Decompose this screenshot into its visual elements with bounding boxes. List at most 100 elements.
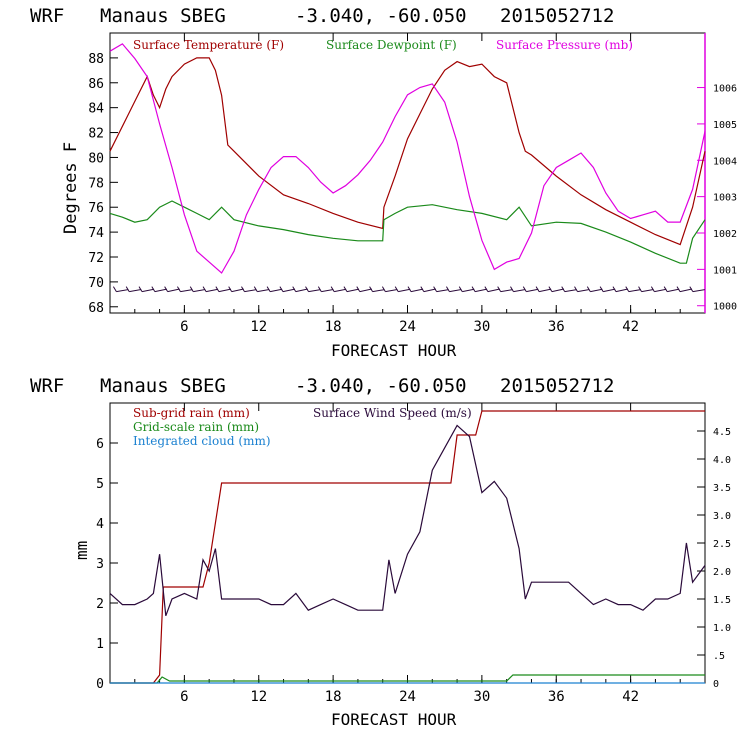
header-date: 2015052712	[500, 375, 614, 397]
wind-barb-shaft	[538, 288, 552, 293]
series-line-3	[109, 43, 706, 274]
wind-barb-shaft	[487, 288, 500, 293]
legend-cloud: Integrated cloud (mm)	[133, 434, 271, 448]
wind-barb-flag	[612, 286, 617, 292]
wind-barb-flag	[420, 286, 425, 292]
wind-barb-shaft	[577, 288, 590, 293]
wind-barb-flag	[279, 286, 284, 292]
wind-barb-shaft	[564, 289, 577, 293]
wind-barb-shaft	[667, 288, 680, 293]
y-right-tick-label: 1001	[713, 265, 737, 276]
y-ticks-left: 0 1 2 3 4 5 6	[96, 437, 118, 692]
y-tick-label: 84	[88, 102, 104, 117]
series-line-3	[110, 674, 705, 684]
wind-barb-shaft	[436, 289, 449, 293]
wind-barb-flag	[151, 286, 156, 292]
x-tick-label: 30	[473, 689, 490, 705]
wind-barb-flag	[433, 286, 438, 292]
y-tick-label: 82	[88, 127, 104, 142]
wind-barb-shaft	[321, 288, 334, 293]
y-tick-label: 4	[96, 517, 104, 532]
wind-barb-flag	[471, 286, 476, 292]
series-line-1	[110, 410, 705, 684]
y-right-tick-label: 1.5	[713, 595, 731, 606]
wind-barb-flag	[215, 286, 220, 292]
x-tick-label: 18	[325, 319, 342, 335]
y-tick-label: 3	[96, 557, 104, 572]
wind-barb-flag	[586, 286, 591, 292]
y-tick-label: 2	[96, 597, 104, 612]
wind-barb-flag	[138, 286, 143, 292]
legend-wind: Surface Wind Speed (m/s)	[313, 406, 472, 420]
y-right-tick-label: 1006	[713, 84, 737, 95]
y-axis-label: mm	[72, 541, 91, 560]
wind-barb-flag	[292, 286, 297, 292]
wind-barb-shaft	[295, 288, 308, 293]
x-tick-label: 36	[548, 689, 565, 705]
x-tick-label: 6	[180, 319, 188, 335]
wind-barb-shaft	[154, 288, 167, 293]
y-right-tick-label: .5	[713, 651, 725, 662]
legend-pressure: Surface Pressure (mb)	[496, 38, 633, 52]
x-ticks: 6 12 18 24 30 36 42	[134, 33, 681, 335]
wind-barb-flag	[676, 286, 681, 292]
wind-barb-flag	[510, 286, 514, 292]
wind-barb-flag	[241, 286, 245, 292]
wind-barb-flag	[484, 286, 489, 292]
wind-barb-flag	[177, 286, 181, 292]
wind-barb-flag	[599, 286, 604, 292]
wind-barb-shaft	[346, 288, 360, 293]
wind-barb-flag	[305, 286, 309, 292]
legend-temperature: Surface Temperature (F)	[133, 38, 284, 52]
header-date: 2015052712	[500, 5, 614, 27]
wind-barb-flag	[407, 286, 412, 292]
wind-barb-shaft	[513, 288, 526, 293]
wind-barb-shaft	[257, 288, 270, 293]
wind-barb-flag	[663, 286, 668, 292]
legend-dewpoint: Surface Dewpoint (F)	[326, 38, 457, 52]
wind-barb-shaft	[679, 288, 693, 293]
wind-barb-flag	[253, 286, 258, 292]
wind-barb-flag	[638, 286, 642, 292]
wind-barb-flag	[266, 286, 271, 292]
wind-barb-shaft	[590, 288, 603, 293]
y-tick-label: 6	[96, 437, 104, 452]
wind-barb-shaft	[410, 288, 424, 293]
y-tick-label: 70	[88, 276, 104, 291]
series-line-1	[109, 57, 706, 246]
wind-barb-flag	[228, 286, 233, 292]
x-ticks: 6 12 18 24 30 36 42	[134, 403, 681, 705]
wind-barb-shaft	[167, 288, 180, 293]
wind-barb-flag	[202, 286, 207, 292]
x-axis-label: FORECAST HOUR	[331, 341, 457, 360]
y-tick-label: 1	[96, 637, 104, 652]
wind-barb-shaft	[385, 288, 398, 293]
series-group	[109, 410, 706, 684]
y-axis-label: Degrees F	[61, 142, 81, 234]
wind-barb-flag	[535, 286, 540, 292]
y-tick-label: 5	[96, 477, 104, 492]
x-tick-label: 42	[622, 689, 639, 705]
wind-barb-flag	[650, 286, 655, 292]
wind-barb-shaft	[372, 289, 385, 293]
wind-barb-shaft	[692, 289, 705, 293]
y-right-tick-label: 4.0	[713, 455, 731, 466]
wind-barb-shaft	[500, 289, 513, 293]
y-tick-label: 88	[88, 52, 104, 67]
wind-barb-shaft	[116, 289, 129, 293]
wind-barb-flag	[356, 286, 361, 292]
wind-barb-flag	[689, 286, 694, 292]
y-tick-label: 74	[88, 226, 104, 241]
top-chart: WRF Manaus SBEG -3.040, -60.050 20150527…	[30, 5, 737, 360]
wind-barb-flag	[369, 286, 374, 292]
y-ticks-left: 68 70 72 74 76 78 80 82 84 86 88	[88, 52, 118, 316]
x-tick-label: 24	[399, 689, 416, 705]
y-right-tick-label: 2.5	[713, 539, 731, 550]
y-right-tick-label: 1005	[713, 120, 737, 131]
wind-barb-shaft	[193, 288, 206, 293]
wind-barb-flag	[394, 286, 399, 292]
legend-subgrid: Sub-grid rain (mm)	[133, 406, 250, 420]
wind-barb-shaft	[180, 289, 193, 293]
wind-barb-shaft	[334, 288, 347, 293]
